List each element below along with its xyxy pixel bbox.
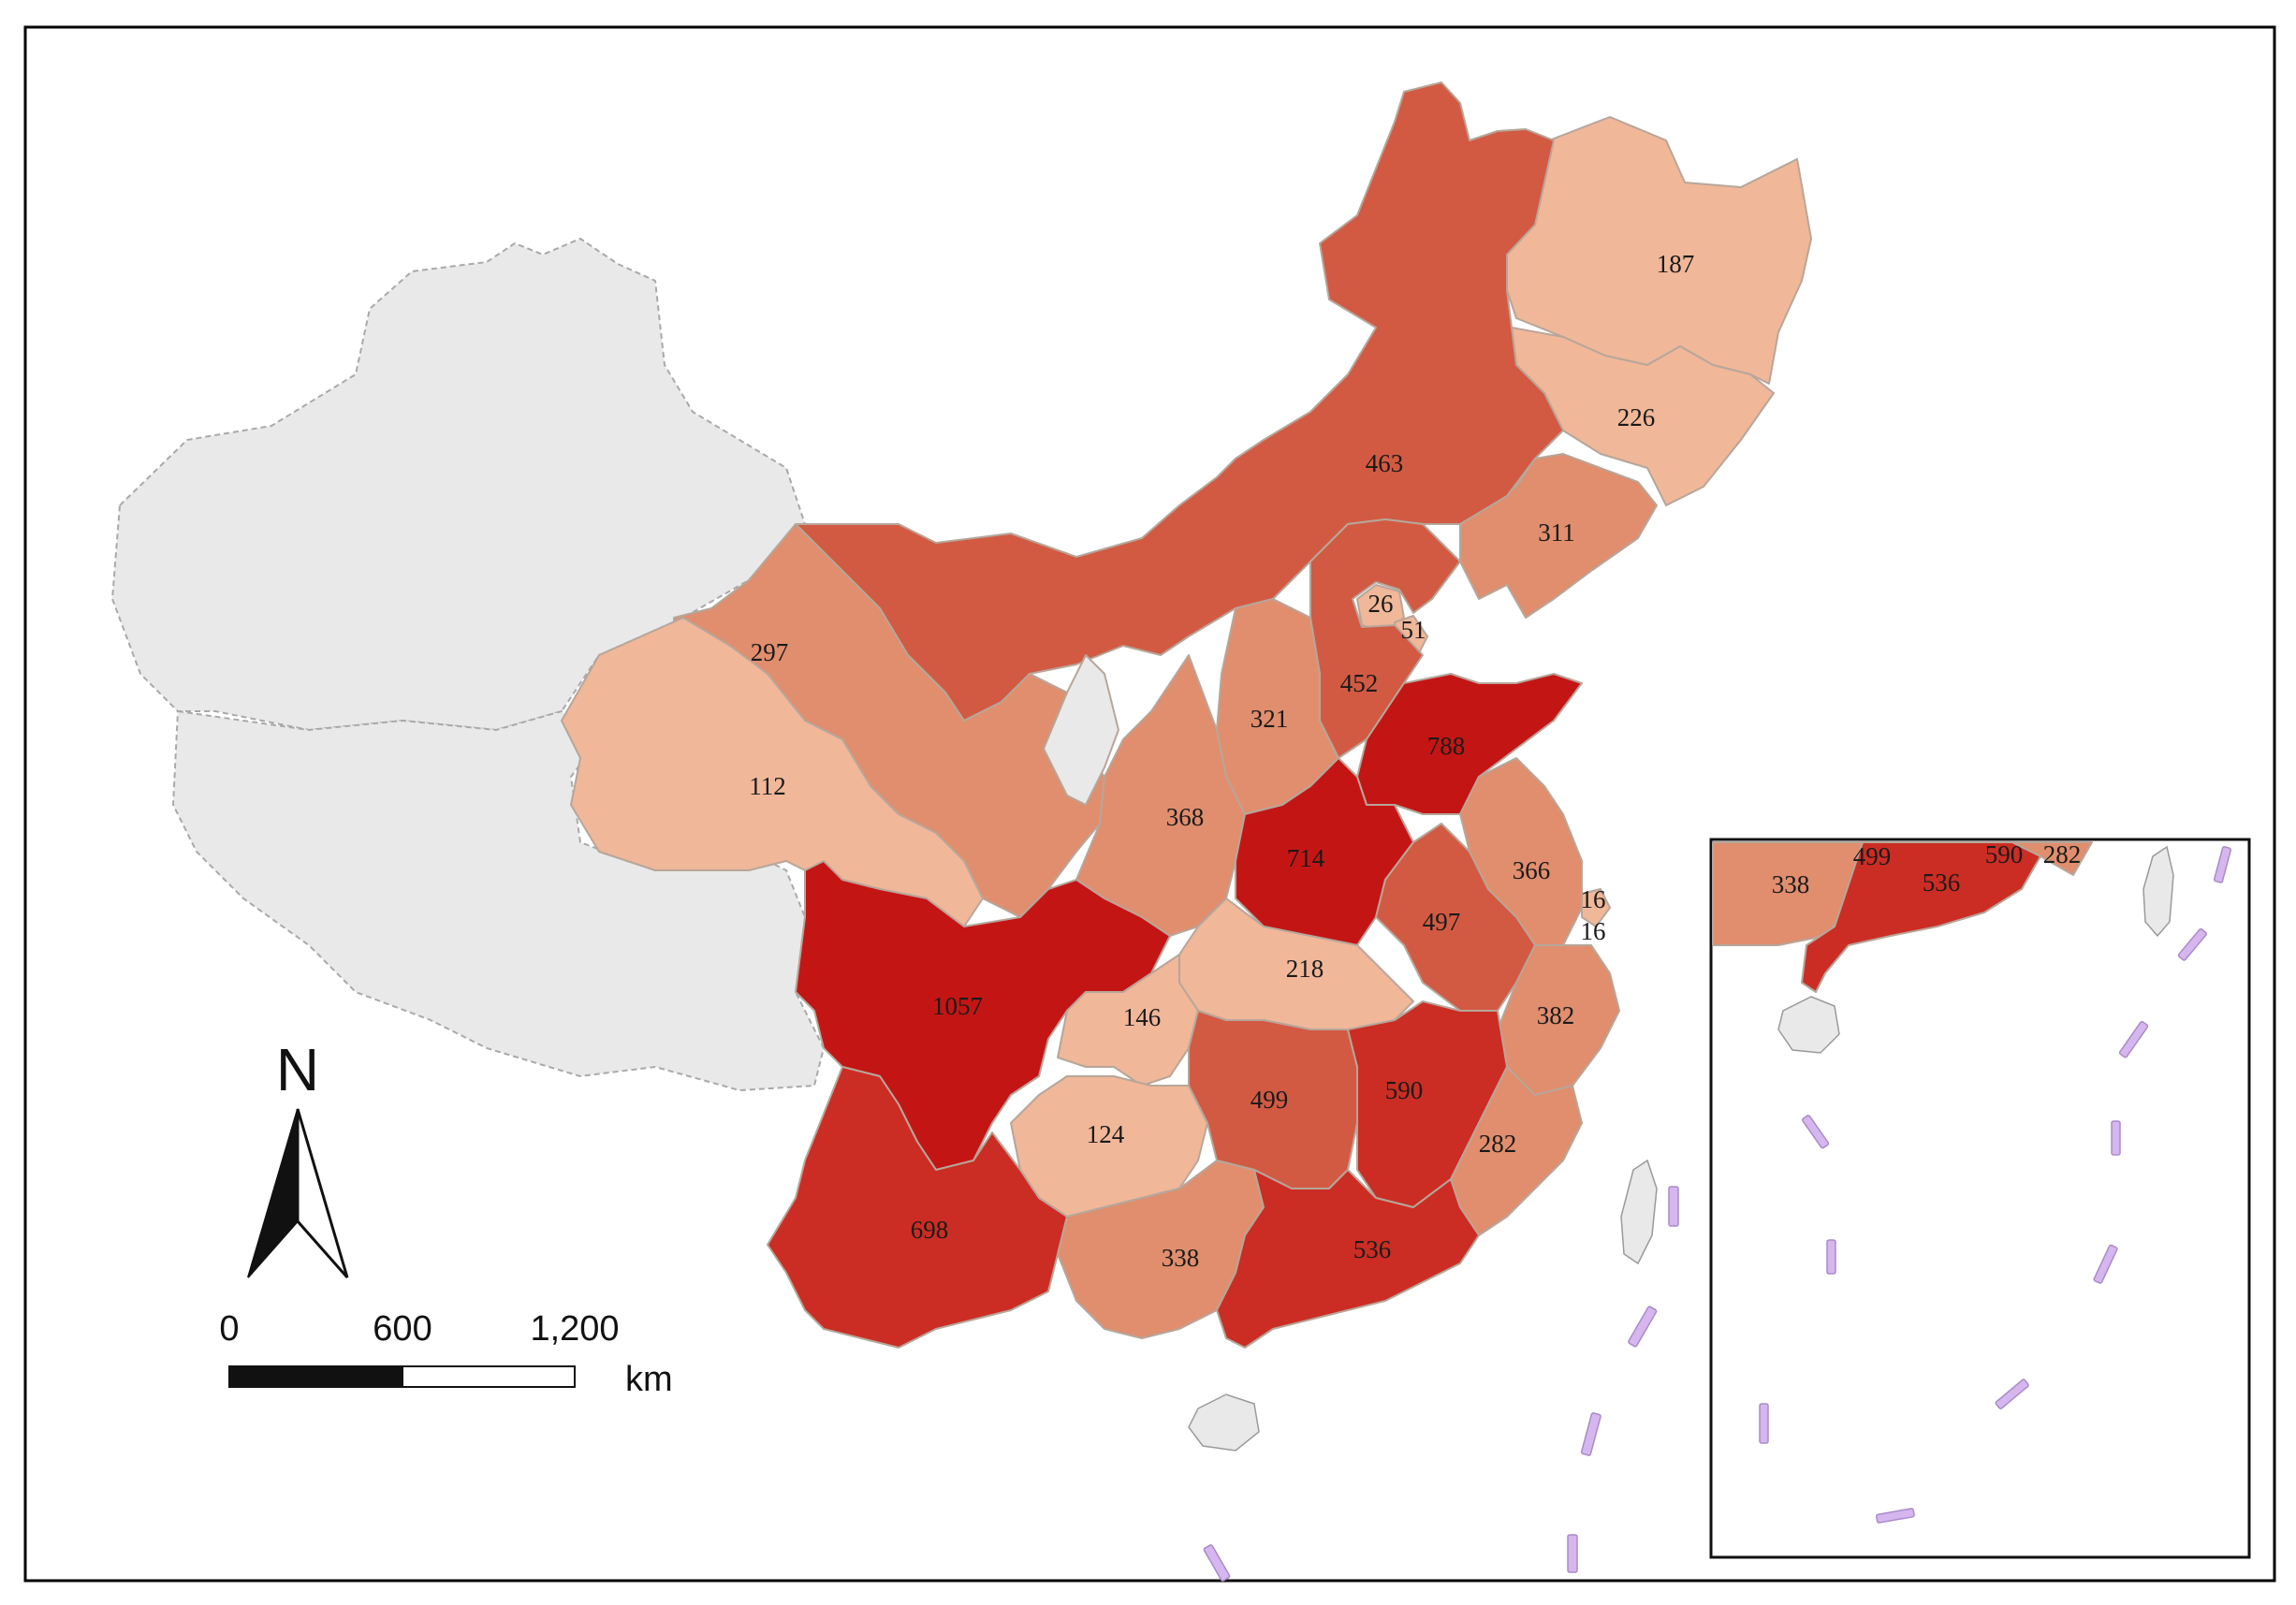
label-chongqing: 146 bbox=[1123, 1003, 1162, 1031]
scale-bar-white-segment bbox=[402, 1365, 576, 1388]
north-arrow: N bbox=[247, 1036, 349, 1278]
scale-bar: 0 600 1,200 km bbox=[219, 1309, 672, 1399]
label-guizhou: 124 bbox=[1087, 1120, 1125, 1148]
province-liaoning bbox=[1459, 453, 1658, 619]
label-jiangxi: 590 bbox=[1385, 1076, 1424, 1104]
label-shanxi: 321 bbox=[1250, 705, 1289, 733]
value-labels: 187 226 311 463 26 51 452 321 788 297 11… bbox=[749, 250, 1694, 1272]
scale-bar-black-segment bbox=[228, 1365, 403, 1388]
label-jiangsu: 366 bbox=[1513, 856, 1551, 884]
label-henan: 714 bbox=[1287, 844, 1325, 872]
label-shaanxi: 368 bbox=[1166, 803, 1205, 831]
inset-frame bbox=[1709, 838, 2251, 1559]
inset-label-jiangxi: 590 bbox=[1985, 840, 2024, 868]
inset-island-taiwan bbox=[2142, 845, 2174, 938]
label-heilongjiang: 187 bbox=[1657, 250, 1695, 278]
label-anhui: 497 bbox=[1423, 908, 1461, 936]
province-yunnan bbox=[767, 1066, 1068, 1349]
inset-label-guangdong: 536 bbox=[1923, 868, 1961, 897]
label-fujian: 282 bbox=[1479, 1130, 1517, 1158]
label-qinghai: 112 bbox=[749, 772, 786, 800]
inset-label-hunan: 499 bbox=[1853, 842, 1892, 870]
scale-tick-600: 600 bbox=[373, 1309, 431, 1349]
label-zhejiang: 382 bbox=[1537, 1001, 1575, 1029]
north-arrow-label: N bbox=[276, 1036, 319, 1103]
province-shanghai bbox=[1581, 888, 1611, 927]
inset-fujian bbox=[2011, 841, 2093, 876]
island-hainan bbox=[1188, 1393, 1260, 1452]
scale-tick-1200: 1,200 bbox=[530, 1309, 619, 1349]
north-arrow-right-half bbox=[296, 1108, 349, 1278]
north-arrow-left-half bbox=[247, 1108, 299, 1278]
label-hunan: 499 bbox=[1250, 1086, 1289, 1114]
province-hunan bbox=[1188, 1010, 1358, 1189]
region-xinjiang bbox=[110, 237, 807, 732]
label-inner-mongolia: 463 bbox=[1366, 449, 1404, 477]
scale-tick-0: 0 bbox=[219, 1309, 239, 1349]
label-hubei: 218 bbox=[1286, 955, 1324, 983]
province-guangdong bbox=[1216, 1169, 1480, 1349]
label-gansu: 297 bbox=[751, 638, 789, 666]
label-shandong: 788 bbox=[1427, 732, 1466, 760]
label-shanghai-2: 16 bbox=[1581, 917, 1606, 945]
map-frame bbox=[23, 25, 2276, 1583]
label-jilin: 226 bbox=[1617, 403, 1656, 431]
label-guangxi: 338 bbox=[1162, 1244, 1200, 1272]
label-shanghai-1: 16 bbox=[1581, 885, 1606, 913]
inset-label-fujian: 282 bbox=[2043, 840, 2082, 868]
scale-unit: km bbox=[625, 1360, 673, 1399]
label-guangdong: 536 bbox=[1353, 1235, 1392, 1263]
label-hebei: 452 bbox=[1340, 669, 1379, 697]
label-liaoning: 311 bbox=[1538, 518, 1575, 547]
province-ningxia bbox=[1043, 654, 1119, 806]
label-yunnan: 698 bbox=[911, 1216, 949, 1244]
label-beijing: 26 bbox=[1368, 590, 1394, 618]
province-inner-mongolia bbox=[795, 81, 1564, 722]
inset-map: 338 499 536 590 282 bbox=[1709, 838, 2251, 1559]
inset-island-hainan bbox=[1777, 996, 1840, 1054]
label-tianjin: 51 bbox=[1401, 616, 1426, 644]
label-sichuan: 1057 bbox=[932, 992, 983, 1020]
inset-label-guangxi: 338 bbox=[1772, 870, 1810, 898]
inset-guangdong bbox=[1801, 841, 2041, 993]
island-taiwan bbox=[1620, 1159, 1658, 1265]
nine-dash-line bbox=[1203, 1186, 1679, 1582]
